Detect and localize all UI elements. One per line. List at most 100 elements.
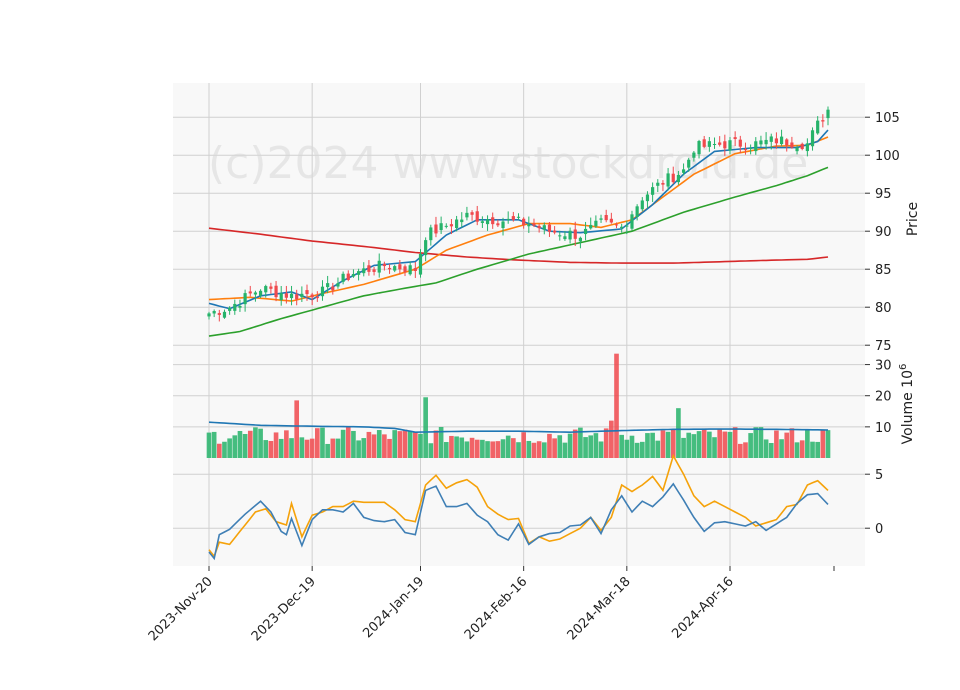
volume-bar [784,432,790,458]
volume-bar [794,442,800,458]
volume-bar [294,400,300,458]
candle-body [816,120,820,134]
volume-bar [232,435,238,458]
volume-bar [820,429,826,458]
candle-body [661,182,665,185]
candle-body [645,194,650,202]
volume-bar [206,432,212,458]
volume-bars [206,353,831,458]
price-panel: (c)2024 www.stockdroid.de 75 80 85 90 95 100 1… [173,83,921,354]
candle-body [382,263,386,267]
candle-body [222,311,227,318]
candle-body [785,139,789,146]
volume-bar [387,438,392,458]
volume-bar [789,428,795,458]
candle-body [553,230,557,233]
volume-bar [258,428,263,458]
volume-bar [216,443,222,458]
sma-long-line [208,227,829,264]
volume-bar [304,439,310,458]
volume-average-line [208,421,829,434]
candle-body [779,136,784,145]
candle-body [228,307,232,311]
volume-bar [567,433,573,458]
volume-bar [273,432,279,458]
volume-bar [418,433,423,458]
volume-bar [588,435,594,458]
volume-bar [356,440,361,458]
candle-body [511,216,515,220]
volume-bar [397,431,403,458]
volume-bar [423,397,428,458]
volume-bar [727,431,733,458]
candle-body [749,148,753,150]
volume-bar [376,430,382,458]
volume-bar [583,437,588,458]
candle-body [444,225,448,227]
candle-body [470,212,474,215]
volume-bar [402,429,408,458]
volume-bar [578,427,583,458]
volume-bar [639,441,645,458]
volume-bar [650,432,655,458]
volume-axis-label: Volume 106 [898,364,916,445]
date-tick-label: 2024-Jan-19 [360,574,427,641]
candle-body [563,236,567,240]
candle-body [558,235,562,237]
candlesticks [207,106,830,322]
watermark-text: (c)2024 www.stockdroid.de [208,138,808,189]
volume-bar [557,435,563,458]
candle-body [625,225,629,227]
candle-body [681,169,686,173]
candle-body [331,286,335,291]
volume-bar [227,438,232,458]
volume-bar [438,427,444,458]
candle-body [759,140,763,145]
volume-bar [593,433,599,458]
volume-bar [320,427,325,458]
volume-bar [619,434,624,458]
candle-body [594,220,598,227]
volume-bar [676,408,681,458]
date-tick-label: 2023-Dec-19 [249,574,319,644]
volume-bar [629,435,635,458]
volume-bar [531,442,537,458]
volume-bar [799,440,805,458]
candle-body [362,268,366,274]
candle-body [609,218,613,223]
volume-bar [325,443,330,458]
candle-body [516,216,521,218]
candle-body [589,224,593,229]
candle-body [537,225,541,229]
candle-body [542,225,546,230]
volume-bar [330,438,336,458]
candle-body [527,224,531,227]
volume-bar [825,430,831,458]
candle-body [583,228,588,235]
volume-bar [480,439,485,458]
candle-body [418,253,423,275]
volume-bar [603,428,609,458]
price-tick-label: 95 [875,187,892,202]
candle-body [475,211,479,222]
oscillator-line-blue [208,482,829,561]
candle-body [300,293,304,298]
volume-bar [469,437,475,458]
price-tick-label: 90 [875,225,892,240]
volume-bar [459,437,465,458]
candle-body [805,143,809,152]
candle-body [718,142,722,145]
candle-body [238,305,242,308]
candle-body [320,286,325,297]
volume-bar [707,431,712,458]
candle-body [506,218,510,220]
candle-body [243,293,247,305]
volume-bar [413,432,418,458]
oscillator-line-orange [208,453,829,558]
volume-bar [701,428,707,458]
candle-body [640,200,644,210]
candle-body [480,221,484,223]
candle-body [305,290,309,295]
candle-body [578,237,582,242]
volume-bar [253,427,258,458]
